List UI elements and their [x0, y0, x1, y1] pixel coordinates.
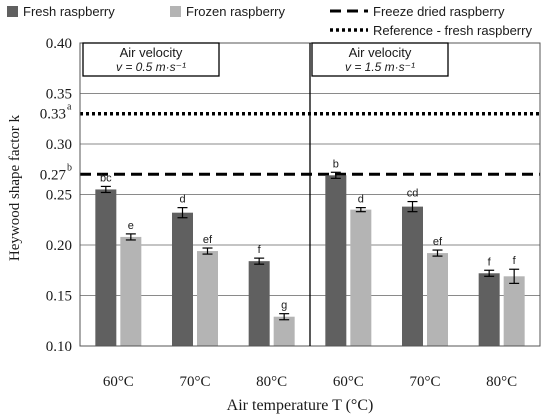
bar	[120, 236, 142, 346]
x-tick-label: 80°C	[256, 374, 287, 390]
y-tick-label: 0.40	[46, 36, 72, 52]
x-tick-label: 70°C	[179, 374, 210, 390]
data-label: ef	[203, 234, 213, 246]
data-label: bc	[100, 172, 112, 184]
panel-subtitle: v = 1.5 m·s⁻¹	[345, 60, 415, 74]
legend-swatch	[7, 6, 18, 17]
y-tick-label: 0.15	[46, 289, 72, 305]
bar	[197, 251, 218, 346]
bar	[350, 209, 372, 346]
reference-superscript: b	[67, 162, 72, 173]
y-tick-label: 0.25	[46, 188, 72, 204]
data-label: g	[281, 300, 287, 312]
reference-superscript: a	[67, 102, 72, 113]
bar	[172, 212, 193, 346]
legend-label: Frozen raspberry	[186, 4, 285, 19]
bar	[273, 316, 295, 346]
data-label: f	[258, 244, 262, 256]
y-axis-title: Heywood shape factor k	[7, 114, 23, 261]
legend-label: Fresh raspberry	[23, 4, 115, 19]
x-tick-label: 60°C	[333, 374, 364, 390]
x-tick-label: 80°C	[486, 374, 517, 390]
legend-label: Reference - fresh raspberry	[373, 23, 532, 38]
data-label: cd	[407, 188, 419, 200]
data-label: f	[513, 255, 517, 267]
bar	[478, 273, 500, 346]
bar	[248, 261, 270, 346]
legend: Fresh raspberry Frozen raspberry Freeze dr…	[7, 4, 532, 38]
reference-tick-label: 0.33	[40, 107, 66, 123]
panel-title-box	[82, 42, 220, 77]
reference-tick-label: 0.27	[40, 167, 67, 183]
y-tick-label: 0.20	[46, 238, 72, 254]
data-label: d	[179, 194, 185, 206]
panel-title: Air velocity	[349, 45, 412, 60]
legend-label: Freeze dried raspberry	[373, 4, 505, 19]
panel-title: Air velocity	[120, 45, 183, 60]
bar	[503, 276, 525, 346]
legend-swatch	[170, 6, 181, 17]
y-tick-label: 0.10	[46, 339, 72, 355]
data-label: b	[333, 158, 339, 170]
bar	[402, 206, 423, 346]
data-label: f	[488, 256, 492, 268]
bar	[95, 189, 117, 346]
x-axis-title: Air temperature T (°C)	[227, 397, 374, 414]
axes: 0.100.150.200.250.300.350.400.27 b0.33 a60…	[40, 36, 541, 390]
panel-title-box	[311, 42, 449, 77]
panel-subtitle: v = 0.5 m·s⁻¹	[116, 60, 186, 74]
bar	[427, 253, 448, 346]
y-tick-label: 0.35	[46, 87, 72, 103]
bar	[325, 175, 347, 346]
data-label: ef	[433, 236, 443, 248]
data-label: d	[358, 194, 364, 206]
x-tick-label: 70°C	[409, 374, 440, 390]
x-tick-label: 60°C	[103, 374, 134, 390]
y-tick-label: 0.30	[46, 137, 72, 153]
data-label: e	[128, 220, 134, 232]
